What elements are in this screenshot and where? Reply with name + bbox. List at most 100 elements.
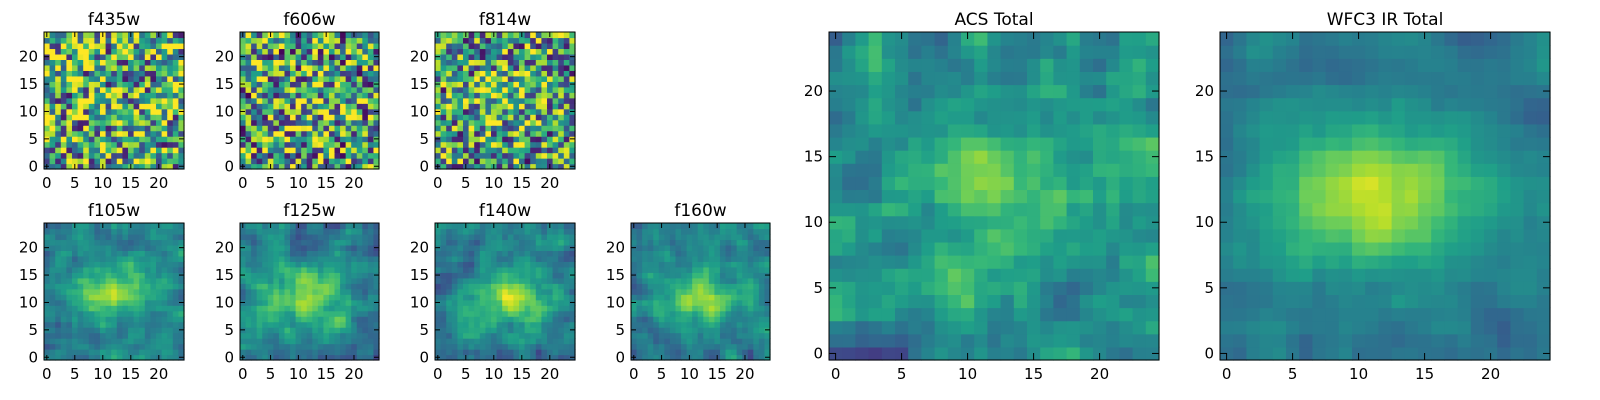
heatmap-cell xyxy=(262,70,269,77)
heatmap-cell xyxy=(72,349,79,356)
heatmap-cell xyxy=(144,75,151,82)
heatmap-cell xyxy=(278,310,286,317)
heatmap-cell xyxy=(262,244,269,251)
heatmap-cell xyxy=(719,294,727,301)
heatmap-cell xyxy=(1000,307,1015,322)
heatmap-cell xyxy=(463,42,470,50)
heatmap-cell xyxy=(351,141,358,148)
heatmap-cell xyxy=(105,294,112,301)
heatmap-cell xyxy=(530,125,537,132)
y-tick-label: 5 xyxy=(615,321,625,339)
heatmap-cell xyxy=(49,64,56,71)
heatmap-cell xyxy=(83,349,90,356)
heatmap-cell xyxy=(340,228,347,235)
heatmap-cell xyxy=(240,316,247,323)
heatmap-cell xyxy=(569,310,576,317)
heatmap-cell xyxy=(535,147,542,154)
y-tick-label: 5 xyxy=(28,130,38,148)
heatmap-cell xyxy=(530,316,537,323)
heatmap-cell xyxy=(373,239,380,246)
heatmap-cell xyxy=(507,158,514,165)
heatmap-cell xyxy=(513,283,520,290)
heatmap-cell xyxy=(829,268,843,282)
heatmap-cell xyxy=(758,299,766,306)
heatmap-cell xyxy=(88,261,95,268)
heatmap-cell xyxy=(367,327,375,334)
heatmap-cell xyxy=(451,125,458,132)
heatmap-cell xyxy=(105,223,112,230)
heatmap-cell xyxy=(128,48,135,55)
heatmap-cell xyxy=(351,75,358,82)
heatmap-cell xyxy=(524,255,531,262)
heatmap-cell xyxy=(150,70,157,77)
heatmap-cell xyxy=(934,333,949,348)
heatmap-cell xyxy=(496,147,503,154)
heatmap-cell xyxy=(764,321,771,328)
heatmap-cell xyxy=(446,75,453,82)
heatmap-cell xyxy=(345,327,352,334)
heatmap-cell xyxy=(128,299,135,306)
heatmap-cell xyxy=(681,299,688,306)
heatmap-cell xyxy=(719,354,727,361)
heatmap-cell xyxy=(156,244,163,251)
heatmap-cell xyxy=(747,250,754,257)
heatmap-cell xyxy=(547,277,554,284)
heatmap-cell xyxy=(725,288,732,295)
heatmap-cell xyxy=(686,310,693,317)
heatmap-cell xyxy=(451,75,458,82)
heatmap-cell xyxy=(290,327,297,334)
heatmap-cell xyxy=(362,37,369,44)
heatmap-cell xyxy=(457,316,464,323)
heatmap-cell xyxy=(83,338,90,345)
heatmap-cell xyxy=(256,141,263,148)
heatmap-cell xyxy=(1013,215,1028,230)
heatmap-cell xyxy=(507,294,514,301)
heatmap-cell xyxy=(351,59,358,66)
heatmap-cell xyxy=(1027,320,1041,335)
heatmap-cell xyxy=(541,119,548,126)
x-tick-label: 10 xyxy=(484,174,503,192)
heatmap-cell xyxy=(446,327,453,334)
heatmap-cell xyxy=(144,354,151,361)
heatmap-cell xyxy=(323,37,330,44)
heatmap-cell xyxy=(139,42,146,50)
heatmap-cell xyxy=(144,228,151,235)
heatmap-cell xyxy=(317,266,324,273)
heatmap-cell xyxy=(742,233,749,241)
heatmap-cell xyxy=(636,338,643,345)
heatmap-cell xyxy=(150,283,157,290)
heatmap-cell xyxy=(328,42,336,50)
heatmap-cell xyxy=(60,114,67,121)
heatmap-cell xyxy=(356,321,363,328)
heatmap-cell xyxy=(491,119,498,126)
heatmap-cell xyxy=(519,119,526,126)
heatmap-cell xyxy=(156,349,163,356)
heatmap-cell xyxy=(485,114,492,121)
heatmap-cell xyxy=(94,244,101,251)
panel-title: f125w xyxy=(283,201,335,221)
heatmap-cell xyxy=(100,92,107,99)
heatmap-cell xyxy=(245,332,252,339)
heatmap-cell xyxy=(122,250,129,257)
heatmap-cell xyxy=(758,239,766,246)
heatmap-cell xyxy=(451,103,458,110)
heatmap-cell xyxy=(474,114,481,121)
heatmap-cell xyxy=(156,48,163,55)
heatmap-cell xyxy=(457,272,464,279)
heatmap-cell xyxy=(256,125,263,132)
heatmap-cell xyxy=(636,255,643,262)
heatmap-cell xyxy=(868,294,883,309)
heatmap-cell xyxy=(1119,307,1134,322)
heatmap-cell xyxy=(256,42,263,50)
heatmap-cell xyxy=(496,75,503,82)
heatmap-cell xyxy=(535,255,542,262)
heatmap-cell xyxy=(855,320,870,335)
heatmap-cell xyxy=(290,64,297,71)
heatmap-cell xyxy=(245,136,252,143)
heatmap-cell xyxy=(658,294,665,301)
heatmap-cell xyxy=(507,152,514,159)
heatmap-cell xyxy=(457,332,464,339)
heatmap-cell xyxy=(547,283,554,290)
heatmap-cell xyxy=(88,228,95,235)
heatmap-cell xyxy=(485,349,492,356)
